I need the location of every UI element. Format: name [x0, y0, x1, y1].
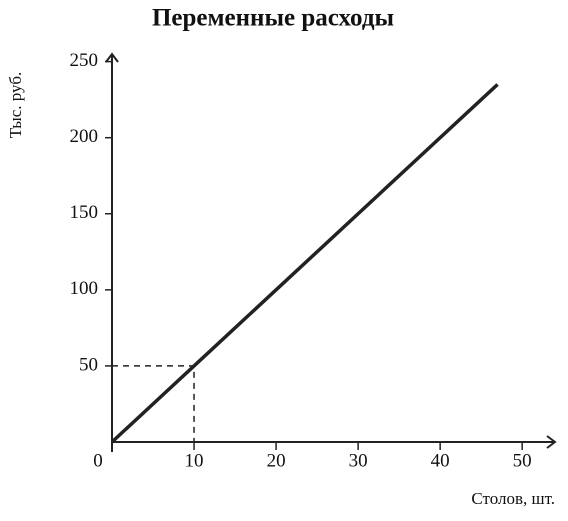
- x-axis-label: Столов, шт.: [471, 489, 555, 508]
- guide-line: [112, 365, 195, 442]
- y-axis-label: Тыс. руб.: [6, 72, 25, 138]
- x-tick-label: 0: [93, 450, 103, 471]
- y-arrow: [105, 52, 119, 63]
- x-tick-label: 30: [349, 450, 368, 471]
- chart-title: Переменные расходы: [152, 5, 394, 32]
- line: [110, 83, 499, 444]
- x-tick-label: 50: [513, 450, 532, 471]
- y-tick-label: 250: [70, 50, 99, 71]
- y-tick-label: 100: [70, 278, 99, 299]
- x-arrow: [546, 435, 557, 449]
- x-tick-label: 40: [431, 450, 450, 471]
- y-tick-label: 150: [70, 202, 99, 223]
- x-tick-label: 10: [185, 450, 204, 471]
- y-tick-label: 50: [79, 354, 98, 375]
- x-tick-label: 20: [267, 450, 286, 471]
- y-tick-label: 200: [70, 126, 99, 147]
